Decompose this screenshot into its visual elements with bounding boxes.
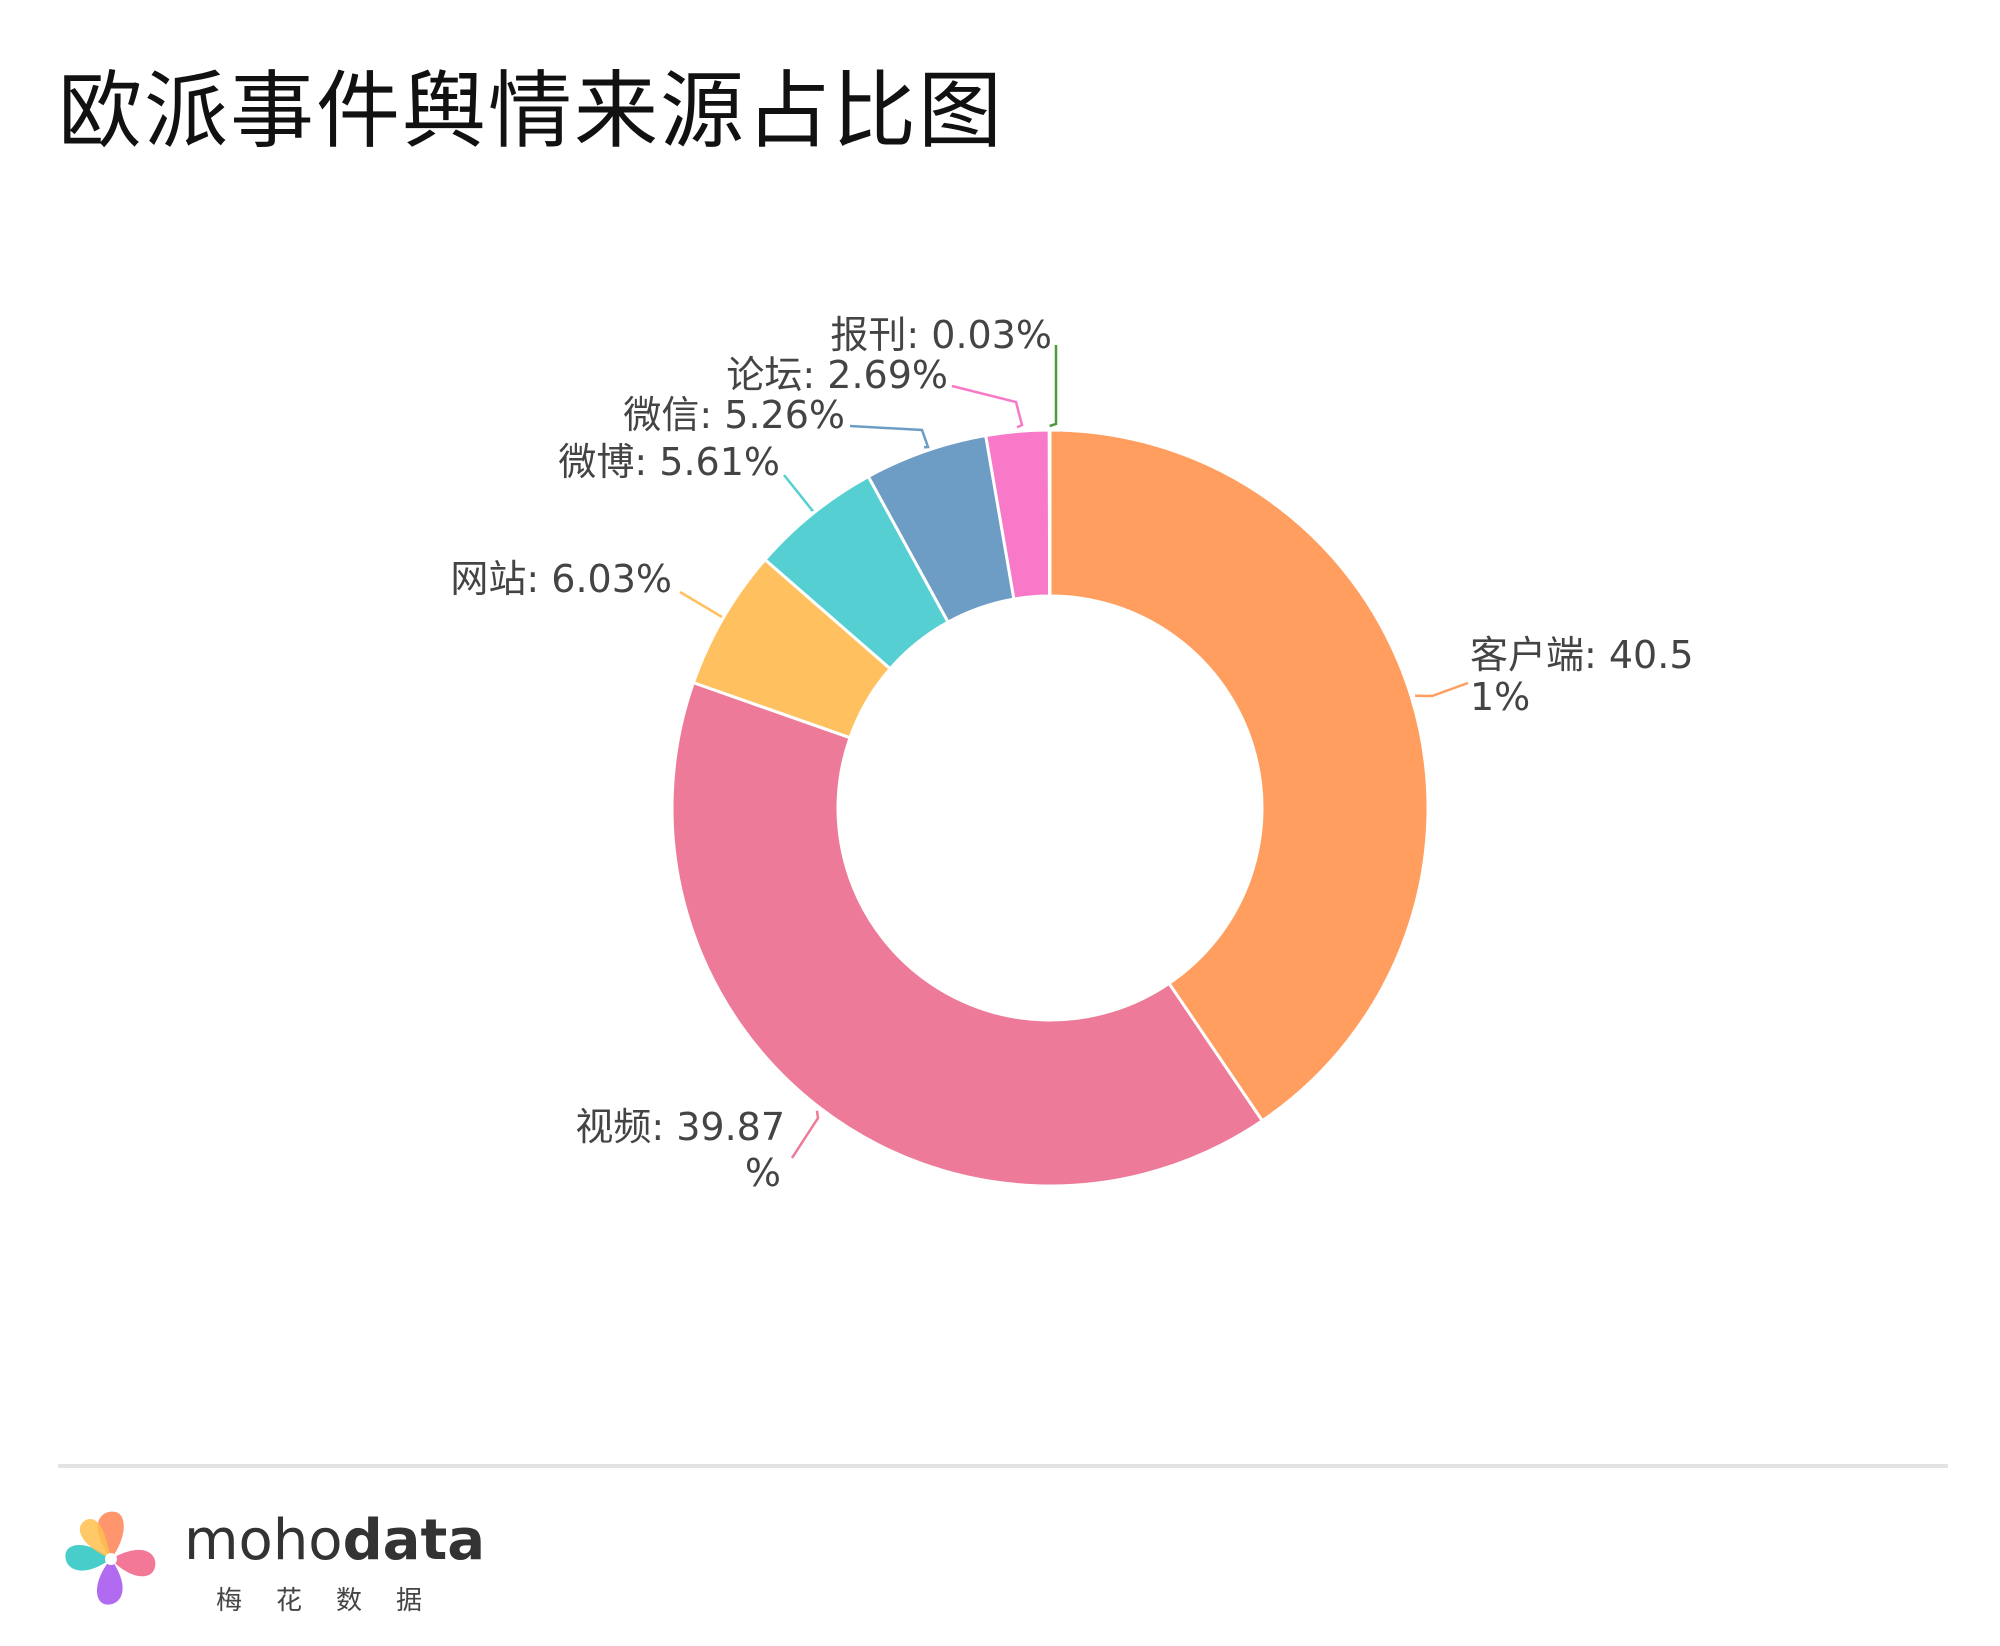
chart-title: 欧派事件舆情来源占比图 bbox=[58, 62, 1005, 160]
brand-wordmark-bold: data bbox=[342, 1508, 486, 1573]
brand-subtitle: 梅花数据 bbox=[216, 1586, 457, 1616]
brand-wordmark: mohodata bbox=[184, 1508, 485, 1573]
brand-wordmark-regular: moho bbox=[184, 1508, 343, 1573]
leader-line-1 bbox=[790, 1110, 820, 1159]
leader-line-4 bbox=[849, 424, 930, 449]
pinwheel-icon bbox=[65, 1511, 156, 1605]
slice-label-3: 微博: 5.61% bbox=[558, 440, 780, 484]
leader-line-2 bbox=[679, 590, 723, 619]
slice-label-1: 视频: 39.87 bbox=[575, 1105, 785, 1149]
donut-slice-6 bbox=[1047, 428, 1052, 598]
donut-slice-0 bbox=[1048, 428, 1430, 1123]
slice-label-cont-0: 1% bbox=[1470, 675, 1530, 719]
slice-label-0: 客户端: 40.5 bbox=[1470, 633, 1694, 677]
donut-slice-1 bbox=[670, 680, 1265, 1188]
leader-line-6 bbox=[1049, 345, 1058, 428]
brand-logo: mohodata 梅花数据 bbox=[56, 1504, 485, 1616]
leader-line-3 bbox=[783, 474, 815, 512]
leader-line-0 bbox=[1415, 681, 1469, 698]
slice-label-2: 网站: 6.03% bbox=[450, 557, 672, 601]
slice-label-5: 论坛: 2.69% bbox=[726, 353, 948, 397]
leader-line-5 bbox=[951, 384, 1024, 429]
slice-label-4: 微信: 5.26% bbox=[623, 393, 845, 437]
slice-label-6: 报刊: 0.03% bbox=[830, 313, 1052, 357]
footer-divider bbox=[58, 1464, 1948, 1468]
slice-label-cont-1: % bbox=[745, 1151, 781, 1195]
